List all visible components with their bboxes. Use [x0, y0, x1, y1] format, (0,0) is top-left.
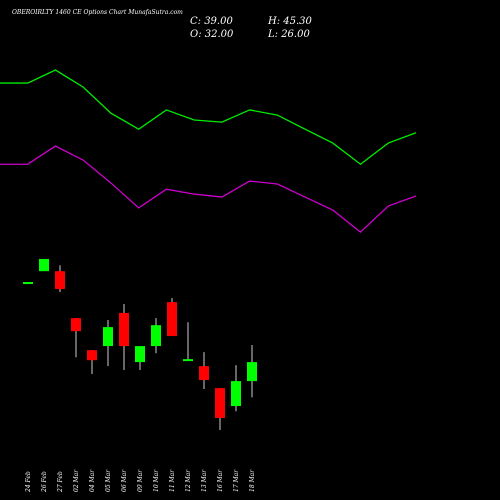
candle-body — [167, 302, 177, 337]
x-tick-label: 04 Mar — [89, 469, 96, 492]
ohlc-high: H: 45.30 — [267, 16, 313, 27]
candle-body — [119, 312, 129, 347]
candle-body — [71, 318, 81, 332]
indicator-line — [0, 145, 417, 233]
candle-body — [55, 271, 65, 290]
candle-body — [199, 366, 209, 381]
candle-body — [103, 327, 113, 347]
x-tick-label: 13 Mar — [201, 469, 208, 492]
x-tick-label: 26 Feb — [41, 471, 48, 493]
candle-body — [23, 282, 33, 285]
x-tick-label: 18 Mar — [249, 469, 256, 492]
candle-body — [39, 258, 49, 272]
x-tick-label: 10 Mar — [153, 469, 160, 492]
x-tick-label: 05 Mar — [105, 469, 112, 492]
ohlc-close: C: 39.00 — [190, 16, 233, 27]
x-tick-label: 16 Mar — [217, 469, 224, 492]
indicator-line — [0, 69, 417, 166]
ohlc-open: O: 32.00 — [190, 29, 234, 40]
x-tick-label: 09 Mar — [137, 469, 144, 492]
x-tick-label: 27 Feb — [57, 471, 64, 493]
x-tick-label: 06 Mar — [121, 469, 128, 492]
candle-body — [87, 350, 97, 361]
candle-body — [215, 388, 225, 419]
candle-body — [183, 359, 193, 362]
x-tick-label: 17 Mar — [233, 469, 240, 492]
x-tick-label: 12 Mar — [185, 469, 192, 492]
x-tick-label: 02 Mar — [73, 469, 80, 492]
candle-body — [247, 362, 257, 382]
chart-title: OBEROIRLTY 1460 CE Options Chart MunafaS… — [12, 9, 183, 16]
candle-body — [135, 346, 145, 363]
x-tick-label: 24 Feb — [25, 471, 32, 493]
x-tick-label: 11 Mar — [169, 469, 176, 492]
ohlc-low: L: 26.00 — [267, 29, 310, 40]
candle-body — [151, 325, 161, 347]
candle-body — [231, 381, 241, 407]
